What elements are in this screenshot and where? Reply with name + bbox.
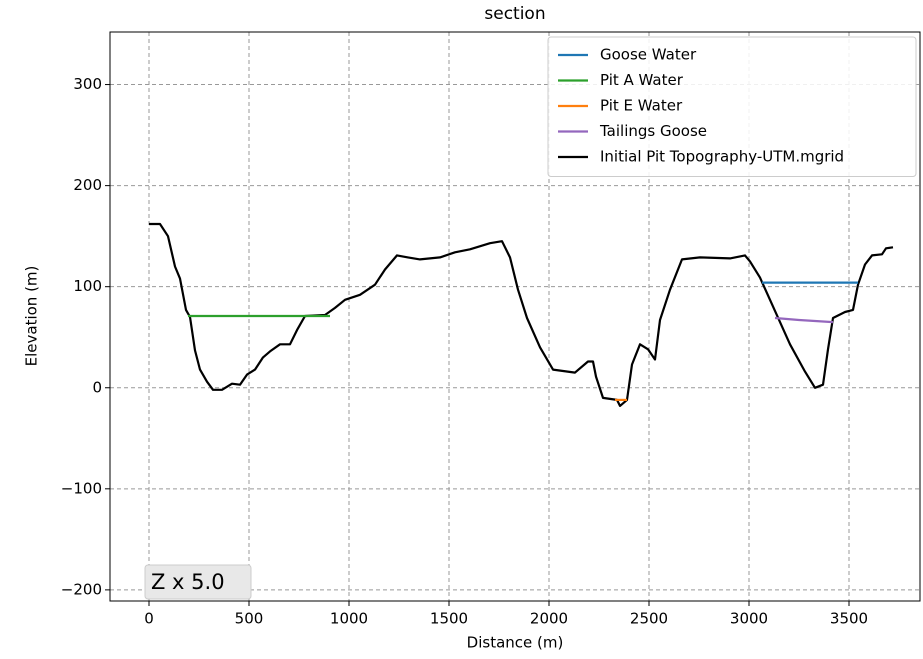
x-tick-label: 1500 xyxy=(430,610,468,628)
x-tick-label: 1000 xyxy=(330,610,368,628)
annotation-box xyxy=(144,564,252,600)
x-tick-label: 0 xyxy=(144,610,154,628)
legend-label: Tailings Goose xyxy=(599,122,707,140)
y-axis-label: Elevation (m) xyxy=(23,266,41,367)
y-tick-label: −200 xyxy=(61,580,102,598)
legend-label: Initial Pit Topography-UTM.mgrid xyxy=(600,148,844,166)
x-tick-label: 3000 xyxy=(730,610,768,628)
x-tick-label: 2500 xyxy=(630,610,668,628)
x-tick-label: 500 xyxy=(235,610,264,628)
legend-box xyxy=(547,36,917,177)
chart-title: section xyxy=(484,4,545,24)
x-axis-label: Distance (m) xyxy=(467,634,564,652)
series-line xyxy=(149,222,894,407)
legend-label: Goose Water xyxy=(600,46,697,64)
y-tick-label: 200 xyxy=(73,176,102,194)
y-tick-label: 0 xyxy=(92,378,102,396)
series-line xyxy=(774,316,834,324)
legend-label: Pit A Water xyxy=(600,71,684,89)
y-tick-label: 300 xyxy=(73,75,102,93)
legend-label: Pit E Water xyxy=(600,97,683,115)
y-tick-label: 100 xyxy=(73,277,102,295)
x-tick-label: 3500 xyxy=(830,610,868,628)
x-tick-label: 2000 xyxy=(530,610,568,628)
y-tick-label: −100 xyxy=(61,479,102,497)
plot-frame xyxy=(109,31,921,602)
annotation: Z x 5.0 xyxy=(151,570,225,594)
